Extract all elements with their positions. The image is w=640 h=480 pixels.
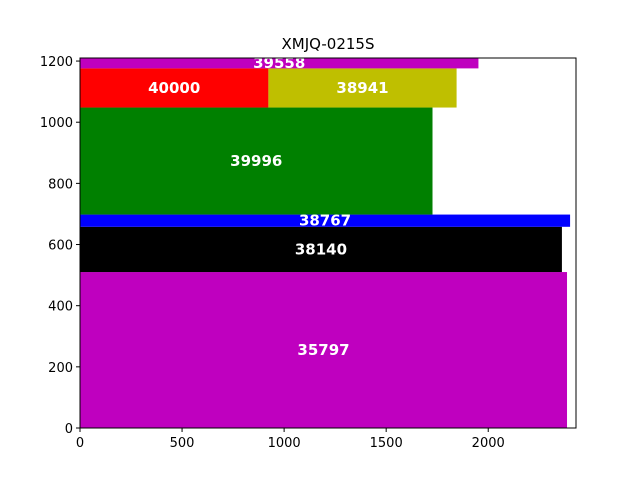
bar-38941 [268, 68, 457, 108]
bar-label-35797: 35797 [297, 341, 349, 359]
y-tick-label: 800 [48, 177, 73, 192]
x-tick-label: 0 [76, 436, 84, 451]
bar-39996 [80, 107, 433, 215]
y-tick-label: 400 [48, 300, 73, 315]
bar-39558 [80, 58, 479, 69]
x-tick-label: 1500 [370, 436, 403, 451]
bar-label-38140: 38140 [295, 240, 347, 258]
x-tick-label: 500 [170, 436, 195, 451]
y-axis: 0 200 400 600 800 1000 1200 [40, 55, 80, 437]
y-tick-label: 1000 [40, 116, 73, 131]
y-tick-label: 200 [48, 361, 73, 376]
x-tick-label: 2000 [472, 436, 505, 451]
bar-label-40000: 40000 [148, 79, 200, 97]
plot-frame [79, 57, 577, 429]
bars-layer [80, 58, 571, 428]
x-axis: 0 500 1000 1500 2000 [76, 428, 505, 451]
x-tick-label: 1000 [268, 436, 301, 451]
bar-label-38941: 38941 [336, 79, 388, 97]
y-tick-label: 1200 [40, 55, 73, 70]
bar-40000 [80, 68, 269, 108]
chart-title: XMJQ-0215S [282, 35, 375, 53]
bar-label-39558: 39558 [253, 54, 305, 72]
bar-35797 [80, 272, 568, 428]
bar-label-38767: 38767 [299, 212, 351, 230]
y-tick-label: 600 [48, 239, 73, 254]
bar-label-39996: 39996 [230, 152, 282, 170]
bar-38767 [80, 214, 571, 227]
bar-labels-layer: 35797 38140 38767 39996 40000 38941 39558 [148, 54, 388, 359]
y-tick-label: 0 [65, 422, 73, 437]
bar-38140 [80, 226, 562, 273]
